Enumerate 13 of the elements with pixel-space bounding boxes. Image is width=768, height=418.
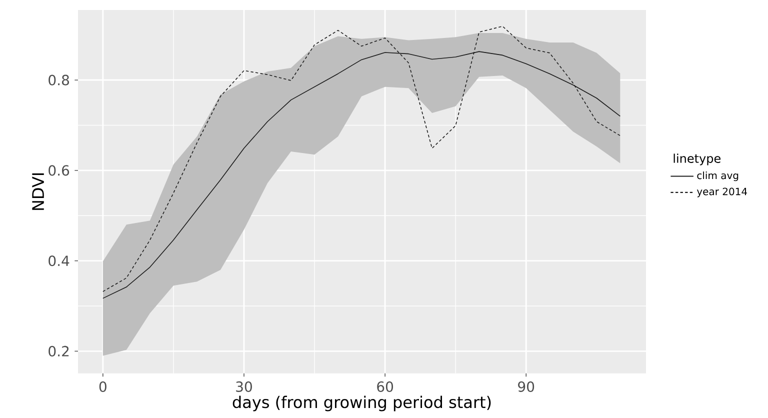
legend-label: year 2014 (696, 188, 747, 198)
x-tick-label: 0 (99, 381, 106, 392)
y-tick-label: 0.4 (48, 256, 70, 266)
x-tick-label: 30 (236, 381, 252, 392)
x-tick-label: 60 (377, 381, 394, 392)
y-tick-label: 0.2 (48, 346, 69, 356)
legend-label: clim avg (697, 171, 738, 182)
x-axis-title: days (from growing period start) (232, 396, 491, 412)
x-tick-label: 90 (518, 381, 534, 392)
y-tick-label: 0.6 (48, 165, 70, 176)
y-axis-title: NDVI (32, 173, 44, 210)
legend-title: linetype (674, 154, 720, 166)
y-tick-label: 0.8 (48, 74, 69, 86)
